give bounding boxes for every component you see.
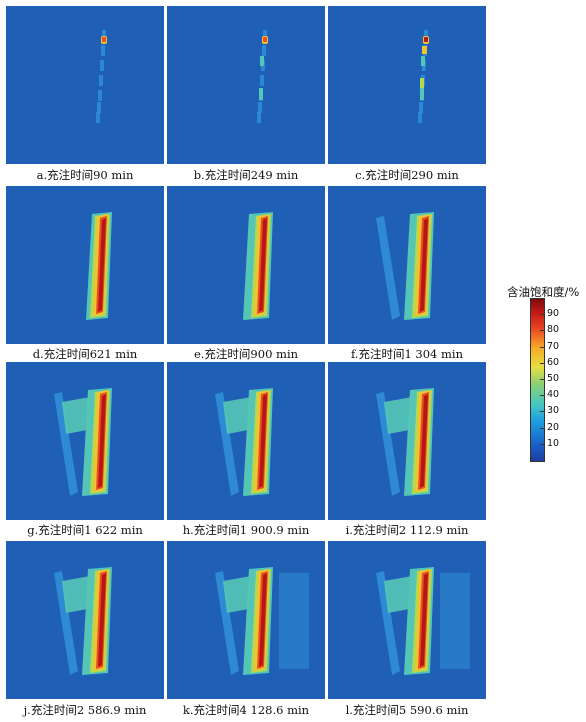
colorbar-tick-label: 30 — [547, 405, 560, 417]
panel-caption: l.充注时间5 590.6 min — [345, 703, 469, 717]
panel-caption: c.充注时间290 min — [355, 168, 459, 182]
saturation-map — [6, 362, 164, 520]
colorbar-tick-mark — [540, 427, 544, 429]
panel-caption: a.充注时间90 min — [36, 168, 134, 182]
panel-caption: g.充注时间1 622 min — [27, 523, 143, 537]
colorbar-tick-label: 10 — [547, 437, 560, 449]
colorbar-tick-label: 50 — [547, 373, 560, 384]
saturation-map — [167, 362, 325, 520]
colorbar-tick-label: 40 — [547, 389, 560, 401]
saturation-map — [167, 6, 325, 164]
panel-caption: d.充注时间621 min — [32, 347, 138, 361]
saturation-panel — [6, 362, 164, 520]
saturation-map — [6, 186, 164, 344]
colorbar-title: 含油饱和度/% — [507, 285, 580, 299]
saturation-panel — [167, 186, 325, 344]
saturation-map — [6, 541, 164, 699]
saturation-panel — [167, 541, 325, 699]
colorbar-tick-label: 80 — [547, 324, 560, 336]
colorbar-tick-label: 20 — [547, 421, 560, 433]
saturation-panel — [6, 186, 164, 344]
saturation-map — [328, 541, 486, 699]
panel-caption: j.充注时间2 586.9 min — [23, 703, 147, 717]
colorbar-tick-mark — [540, 411, 544, 413]
colorbar-tick-label: 90 — [547, 308, 560, 320]
panel-caption: f.充注时间1 304 min — [350, 347, 464, 361]
saturation-map — [167, 186, 325, 344]
colorbar-tick-mark — [540, 362, 544, 364]
panel-caption: h.充注时间1 900.9 min — [182, 523, 310, 537]
colorbar-tick-mark — [540, 395, 544, 397]
saturation-panel — [167, 6, 325, 164]
saturation-panel — [6, 541, 164, 699]
saturation-panel — [6, 6, 164, 164]
colorbar-tick-mark — [540, 346, 544, 348]
panel-caption: k.充注时间4 128.6 min — [182, 703, 310, 717]
colorbar-tick-mark — [540, 443, 544, 445]
saturation-panel — [328, 186, 486, 344]
saturation-map — [167, 541, 325, 699]
colorbar-tick-label: 60 — [547, 356, 560, 368]
colorbar-tick-mark — [540, 379, 544, 380]
colorbar-tick-label: 70 — [547, 340, 560, 352]
saturation-panel — [167, 362, 325, 520]
panel-caption: e.充注时间900 min — [193, 347, 299, 361]
saturation-panel — [328, 362, 486, 520]
saturation-map — [328, 186, 486, 344]
saturation-map — [6, 6, 164, 164]
saturation-panel — [328, 541, 486, 699]
saturation-map — [328, 362, 486, 520]
panel-caption: i.充注时间2 112.9 min — [345, 523, 469, 537]
saturation-map — [328, 6, 486, 164]
colorbar-tick-mark — [540, 330, 544, 332]
saturation-panel — [328, 6, 486, 164]
panel-caption: b.充注时间249 min — [193, 168, 299, 182]
colorbar — [530, 298, 545, 462]
colorbar-tick-mark — [540, 314, 544, 316]
